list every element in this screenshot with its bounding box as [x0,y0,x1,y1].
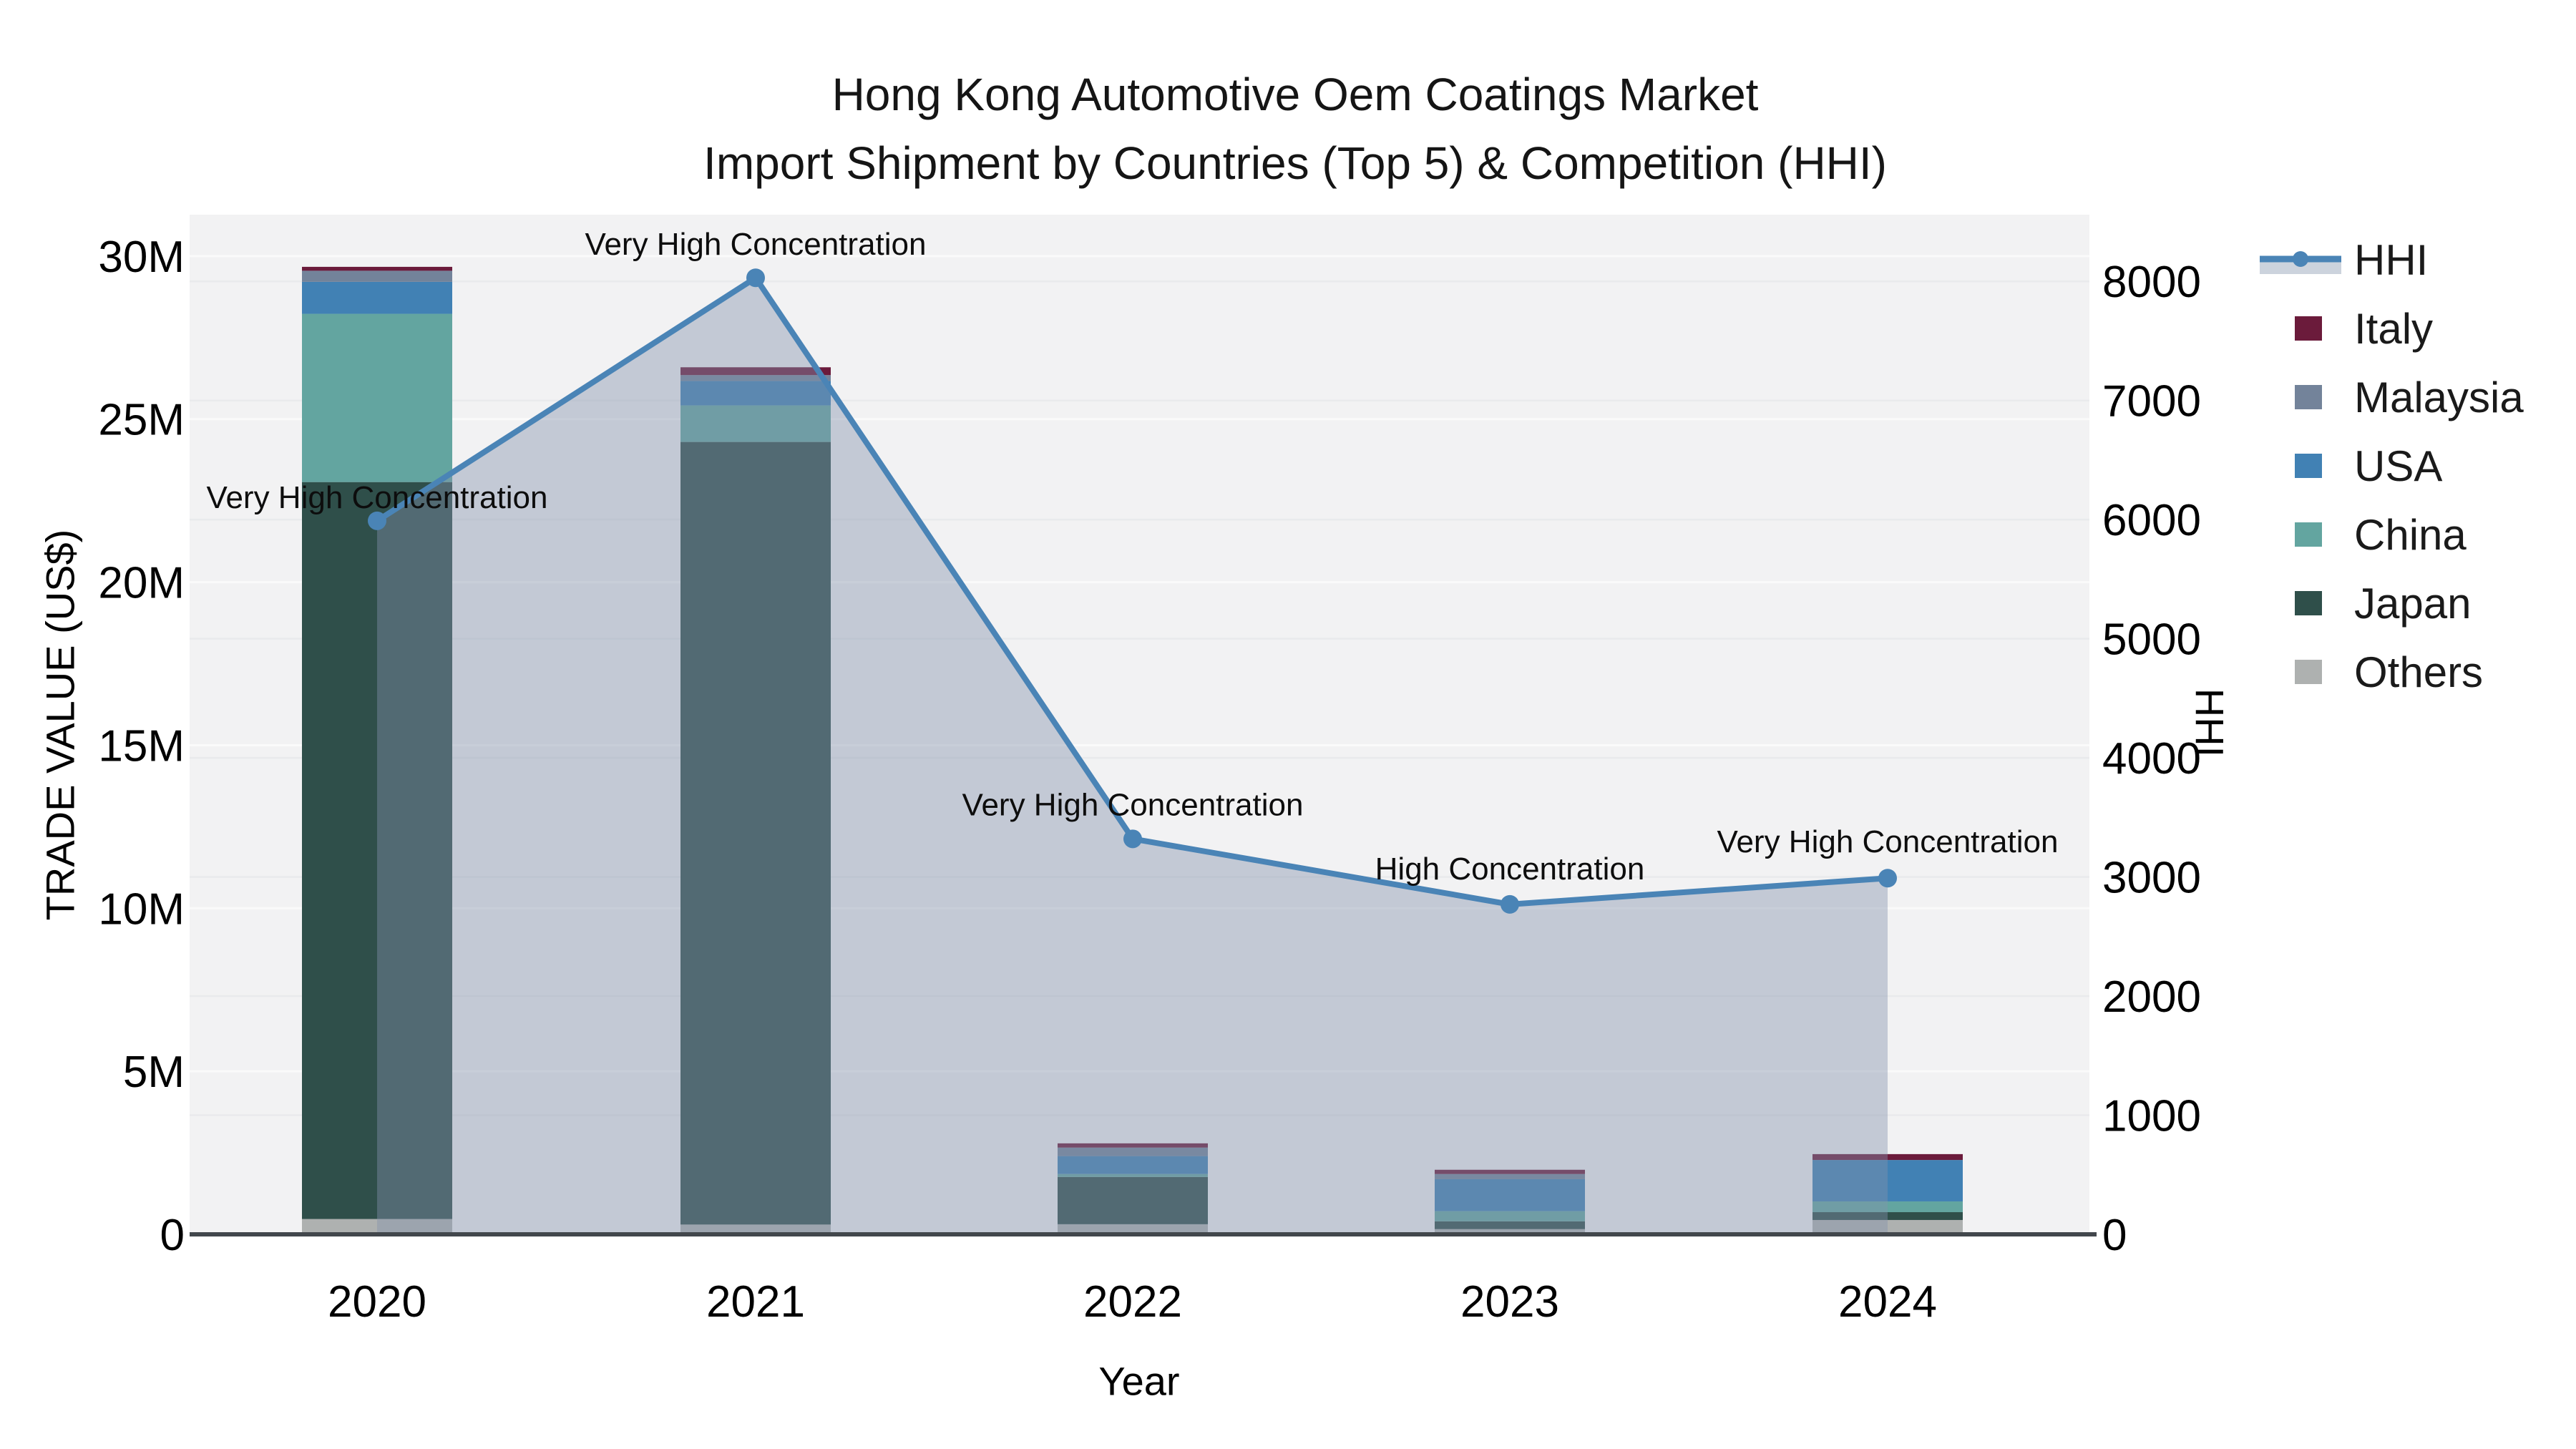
bar-segment-japan-2022 [1058,1176,1208,1224]
bar-segment-usa-2023 [1435,1179,1585,1211]
legend-label-italy: Italy [2354,304,2434,353]
bar-segment-others-2024 [1813,1219,1963,1234]
bar-segment-italy-2020 [302,266,452,271]
annotation-2023: High Concentration [1375,852,1645,887]
right-tick-7000: 7000 [2102,377,2201,426]
legend-item-hhi[interactable]: HHI [2247,225,2576,294]
legend-label-usa: USA [2354,441,2443,490]
right-tick-3000: 3000 [2102,854,2201,903]
left-tick-15M: 15M [98,721,185,771]
legend-item-japan[interactable]: Japan [2247,569,2576,638]
hhi-area-fill [377,278,1888,1235]
legend-label-others: Others [2354,648,2484,696]
bar-segment-usa-2021 [680,381,831,406]
hhi-legend-glyph [2260,251,2341,274]
bar-segment-others-2020 [302,1219,452,1234]
bar-segment-malaysia-2022 [1058,1147,1208,1156]
italy-legend-swatch [2295,316,2322,341]
hhi-marker-2021 [746,268,765,288]
hhi-marker-2024 [1878,869,1897,888]
bar-segment-others-2021 [680,1224,831,1234]
bar-segment-italy-2024 [1813,1153,1963,1161]
left-tick-25M: 25M [98,396,185,445]
usa-legend-swatch [2295,454,2322,478]
x-tick-2023: 2023 [1460,1277,1559,1327]
others-legend-swatch [2295,660,2322,684]
left-tick-20M: 20M [98,559,185,608]
right-tick-0: 0 [2102,1211,2127,1260]
legend-item-italy[interactable]: Italy [2247,294,2576,363]
bar-segment-china-2021 [680,405,831,442]
legend-item-usa[interactable]: USA [2247,431,2576,500]
left-axis-title: TRADE VALUE (US$) [37,529,83,921]
right-tick-4000: 4000 [2102,734,2201,784]
legend-label-malaysia: Malaysia [2354,373,2524,421]
legend: HHI Italy Malaysia USA China Japan Others [2247,225,2576,706]
hhi-marker-2023 [1501,894,1519,914]
bar-segment-usa-2024 [1813,1160,1963,1201]
bar-segment-italy-2022 [1058,1143,1208,1148]
bar-segment-others-2022 [1058,1224,1208,1234]
right-tick-6000: 6000 [2102,496,2201,545]
left-tick-0: 0 [160,1211,185,1260]
annotation-2020: Very High Concentration [207,480,548,515]
bar-segment-japan-2023 [1435,1221,1585,1229]
bar-segment-malaysia-2023 [1435,1174,1585,1179]
bar-segment-china-2022 [1058,1174,1208,1177]
china-legend-swatch [2295,522,2322,547]
x-tick-2024: 2024 [1838,1277,1937,1327]
bar-segment-china-2024 [1813,1201,1963,1213]
right-axis-title: HHI [2187,688,2233,758]
left-tick-5M: 5M [123,1048,185,1097]
right-tick-1000: 1000 [2102,1092,2201,1141]
x-tick-2020: 2020 [328,1277,426,1327]
legend-item-others[interactable]: Others [2247,638,2576,706]
legend-label-hhi: HHI [2354,235,2429,284]
chart-title-line2: Import Shipment by Countries (Top 5) & C… [703,137,1887,189]
left-tick-10M: 10M [98,884,185,934]
plot-background [190,215,2089,1234]
x-tick-2022: 2022 [1083,1277,1182,1327]
right-tick-5000: 5000 [2102,615,2201,665]
right-tick-2000: 2000 [2102,972,2201,1022]
bar-segment-japan-2020 [302,482,452,1219]
hhi-marker-2020 [368,511,386,530]
bar-segment-malaysia-2020 [302,270,452,282]
bar-segment-china-2023 [1435,1211,1585,1221]
annotation-2022: Very High Concentration [962,787,1304,822]
left-tick-30M: 30M [98,233,185,282]
bar-segment-usa-2020 [302,281,452,314]
japan-legend-swatch [2295,591,2322,615]
annotation-2024: Very High Concentration [1717,824,2059,859]
legend-label-china: China [2354,510,2467,559]
x-tick-2021: 2021 [706,1277,805,1327]
malaysia-legend-swatch [2295,385,2322,409]
bar-segment-others-2023 [1435,1229,1585,1234]
bar-segment-italy-2021 [680,367,831,376]
legend-label-japan: Japan [2354,579,2472,628]
x-axis-title: Year [1098,1358,1180,1404]
annotation-2021: Very High Concentration [585,227,927,262]
bar-segment-usa-2022 [1058,1156,1208,1174]
chart-title-line1: Hong Kong Automotive Oem Coatings Market [831,69,1759,120]
bar-segment-italy-2023 [1435,1169,1585,1174]
bar-segment-malaysia-2021 [680,375,831,381]
bar-segment-japan-2021 [680,441,831,1225]
hhi-marker-2022 [1123,829,1142,849]
legend-item-china[interactable]: China [2247,500,2576,569]
legend-item-malaysia[interactable]: Malaysia [2247,363,2576,431]
right-tick-8000: 8000 [2102,258,2201,307]
bar-segment-china-2020 [302,313,452,482]
bar-segment-japan-2024 [1813,1212,1963,1220]
